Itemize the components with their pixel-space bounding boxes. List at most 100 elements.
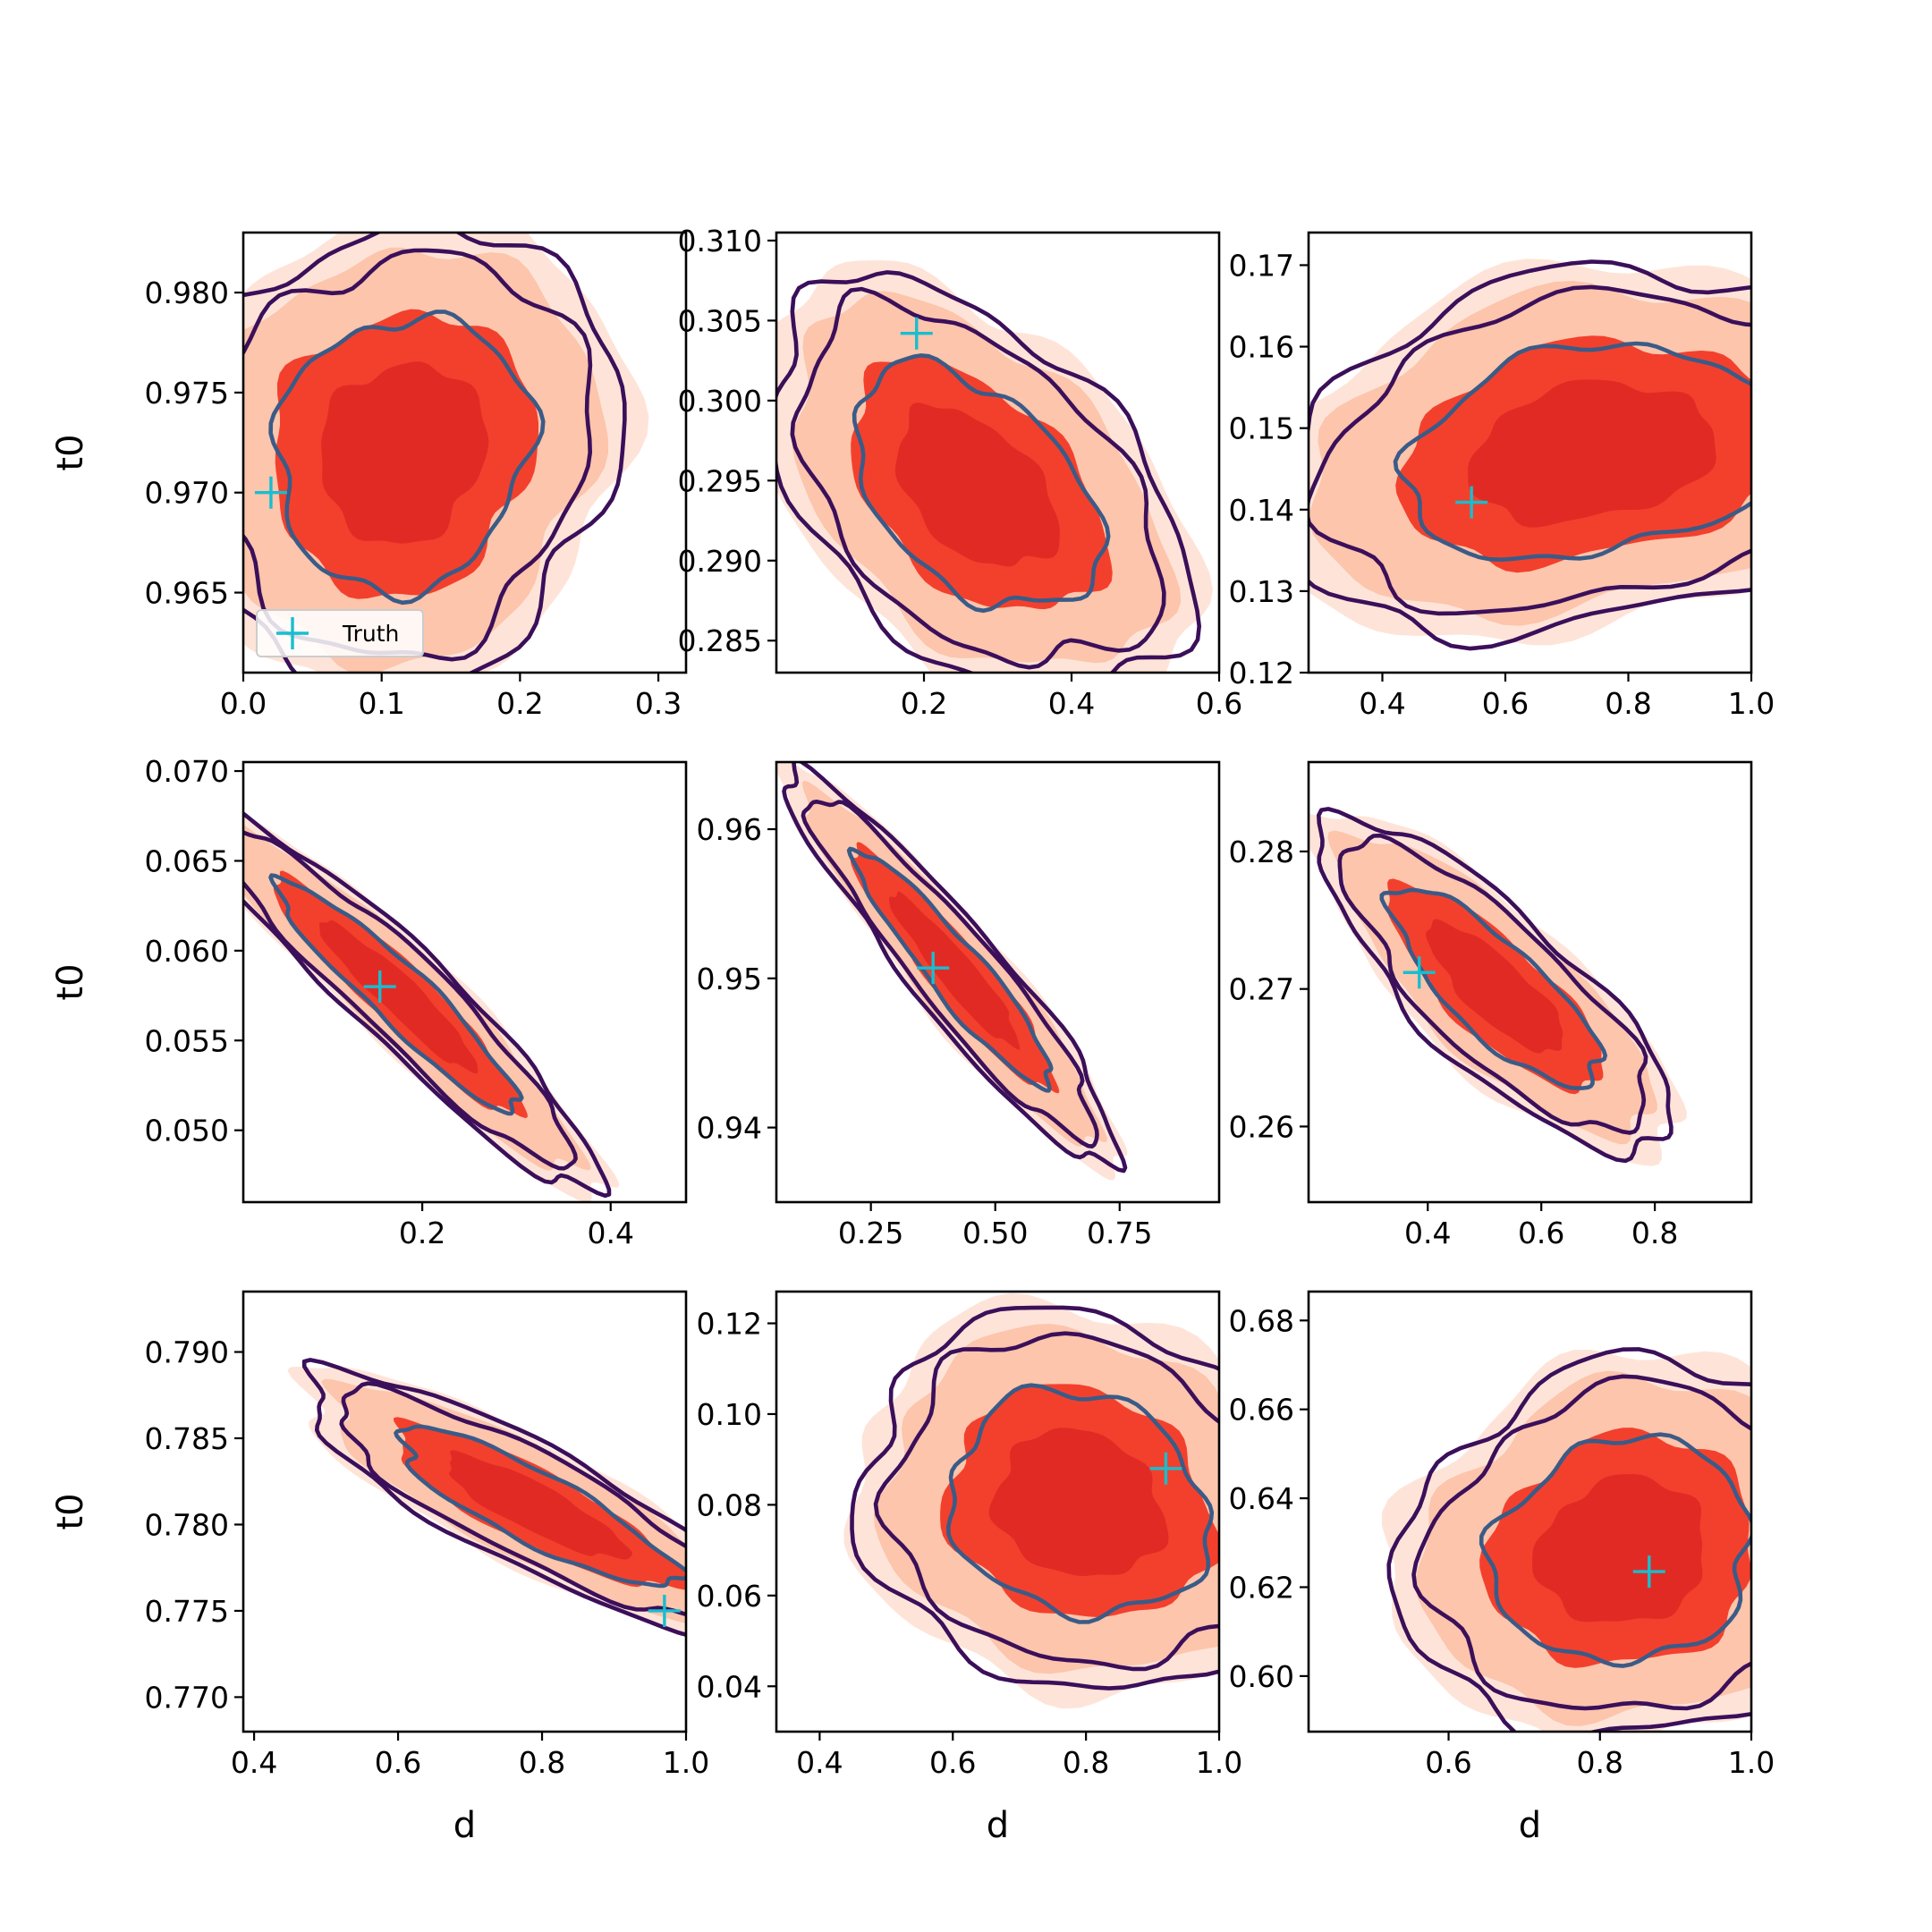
contour-line-outer [243, 810, 612, 1199]
panel-plot-area [287, 1358, 686, 1638]
truth-marker [1149, 1452, 1182, 1485]
contour-line-middle [790, 286, 1166, 670]
panel-frame [242, 1290, 688, 1733]
y-tick-label: 0.305 [678, 303, 762, 338]
y-tick-label: 0.68 [1229, 1303, 1294, 1338]
x-tick-label: 0.8 [519, 1745, 565, 1780]
panel-plot-area [1309, 258, 1751, 651]
contour-line-middle [339, 1381, 686, 1617]
x-tick-label: 0.8 [1577, 1745, 1623, 1780]
x-tick-label: 0.25 [838, 1216, 903, 1250]
y-tick-label: 0.26 [1229, 1109, 1294, 1144]
y-axis-label: t0 [50, 1493, 91, 1530]
y-tick-label: 0.27 [1229, 972, 1294, 1007]
y-tick-label: 0.95 [697, 962, 762, 996]
density-fill-level-4 [1425, 919, 1563, 1054]
x-tick-label: 0.4 [1404, 1216, 1451, 1250]
x-axis-label: d [1519, 1805, 1541, 1846]
y-tick-label: 0.08 [697, 1487, 762, 1522]
panel-frame [775, 1290, 1221, 1733]
panel-frame [775, 760, 1221, 1204]
contour-line-inner [1479, 1432, 1751, 1668]
legend-truth-marker [276, 617, 309, 649]
x-tick-label: 0.2 [399, 1216, 445, 1250]
x-tick-label: 1.0 [1728, 1745, 1775, 1780]
x-tick-label: 0.8 [1063, 1745, 1109, 1780]
y-tick-label: 0.050 [145, 1114, 229, 1148]
truth-marker [254, 476, 287, 509]
panel-plot-area [776, 762, 1128, 1181]
contour-line-outer [1317, 807, 1674, 1164]
x-tick-label: 0.3 [635, 686, 682, 721]
x-tick-label: 0.6 [375, 1745, 421, 1780]
contour-line-middle [1309, 284, 1751, 616]
y-tick-label: 0.780 [145, 1507, 229, 1542]
y-tick-label: 0.970 [145, 476, 229, 511]
contour-line-outer [782, 762, 1128, 1174]
panel-3: 0.4 0.6 0.8 1.0 0.12 0.13 0.14 0.15 0.16 0.17 [1229, 231, 1775, 721]
contour-line-inner [852, 353, 1111, 614]
y-tick-label: 0.17 [1229, 248, 1294, 283]
panel-8: 0.4 0.6 0.8 1.0 0.04 0.06 0.08 0.10 0.12 d [697, 1290, 1242, 1846]
density-fill-level-4 [1532, 1474, 1703, 1623]
density-fill-level-4 [448, 1450, 632, 1560]
x-tick-label: 0.1 [358, 686, 404, 721]
panel-5: 0.25 0.50 0.75 0.94 0.95 0.96 [697, 760, 1221, 1250]
truth-marker [648, 1594, 681, 1627]
y-tick-label: 0.94 [697, 1111, 762, 1146]
x-tick-label: 0.8 [1631, 1216, 1678, 1250]
contour-line-middle [873, 1331, 1219, 1672]
contour-line-middle [243, 830, 578, 1171]
x-tick-label: 1.0 [1728, 686, 1775, 721]
panel-1: 0.0 0.1 0.2 0.3 0.965 0.970 0.975 0.980 t0 Truth [50, 231, 688, 721]
y-tick-label: 0.96 [697, 812, 762, 847]
y-tick-label: 0.310 [678, 224, 762, 258]
panels-grid: 0.0 0.1 0.2 0.30.9650.9700.9750.980t0Truth0… [50, 224, 1775, 1846]
legend-box [256, 609, 424, 657]
contour-line-outer [850, 1305, 1219, 1690]
y-tick-label: 0.16 [1229, 330, 1294, 365]
contour-line-middle [243, 248, 593, 662]
panel-plot-area [1381, 1347, 1751, 1732]
y-tick-label: 0.04 [697, 1669, 762, 1704]
y-tick-label: 0.60 [1229, 1659, 1294, 1694]
panel-4: 0.2 0.4 0.050 0.055 0.060 0.065 0.070 t0 [50, 754, 688, 1250]
x-tick-label: 0.75 [1087, 1216, 1152, 1250]
contour-line-inner [268, 873, 524, 1116]
y-tick-label: 0.295 [678, 463, 762, 498]
panel-plot-area [776, 260, 1213, 673]
y-tick-label: 0.10 [697, 1397, 762, 1432]
x-axis-label: d [453, 1805, 476, 1846]
x-tick-label: 1.0 [1196, 1745, 1242, 1780]
y-axis-label: t0 [50, 963, 91, 1000]
panel-plot-area [243, 810, 620, 1202]
y-tick-label: 0.13 [1229, 574, 1294, 609]
x-tick-label: 0.50 [962, 1216, 1028, 1250]
x-tick-label: 0.4 [1359, 686, 1405, 721]
contour-line-inner [268, 309, 546, 606]
y-tick-label: 0.980 [145, 275, 229, 310]
contour-line-outer [301, 1358, 686, 1638]
y-tick-label: 0.06 [697, 1579, 762, 1614]
y-tick-label: 0.64 [1229, 1481, 1294, 1516]
y-tick-label: 0.070 [145, 754, 229, 789]
y-tick-label: 0.300 [678, 384, 762, 419]
y-tick-label: 0.15 [1229, 411, 1294, 446]
density-fill-level-4 [894, 402, 1060, 567]
contour-line-inner [1379, 887, 1607, 1090]
truth-marker [1402, 956, 1436, 989]
x-tick-label: 0.6 [1196, 686, 1242, 721]
density-fill-level-4 [319, 919, 479, 1074]
panel-frame [1307, 760, 1753, 1204]
y-tick-label: 0.055 [145, 1023, 229, 1058]
y-tick-label: 0.785 [145, 1421, 229, 1456]
y-tick-label: 0.065 [145, 843, 229, 878]
y-tick-label: 0.12 [1229, 656, 1294, 691]
y-tick-label: 0.770 [145, 1680, 229, 1715]
x-tick-label: 0.6 [1518, 1216, 1564, 1250]
x-tick-label: 0.0 [220, 686, 267, 721]
y-tick-label: 0.975 [145, 376, 229, 411]
panel-frame [775, 231, 1221, 674]
truth-marker [1455, 486, 1488, 519]
